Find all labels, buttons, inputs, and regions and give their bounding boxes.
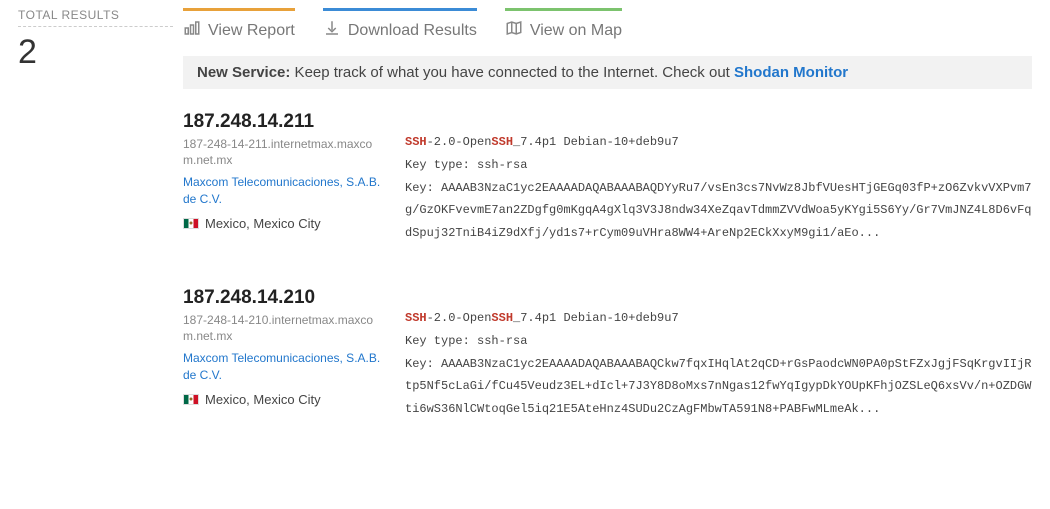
flag-icon	[183, 218, 199, 229]
service-banner: New Service: Keep track of what you have…	[183, 56, 1032, 89]
main-content: View Report Download Results View on Map…	[183, 8, 1032, 463]
result-banner-text: SSH-2.0-OpenSSH_7.4p1 Debian-10+deb9u7 K…	[405, 287, 1032, 421]
result-org: Maxcom Telecomunicaciones, S.A.B. de C.V…	[183, 350, 383, 384]
result-location: Mexico, Mexico City	[183, 392, 383, 407]
download-results-tab[interactable]: Download Results	[323, 8, 477, 42]
tab-label: Download Results	[348, 22, 477, 40]
view-report-tab[interactable]: View Report	[183, 8, 295, 42]
banner-text: Keep track of what you have connected to…	[290, 64, 734, 81]
ssh-token: SSH	[405, 135, 427, 149]
result-ip[interactable]: 187.248.14.211	[183, 111, 383, 133]
location-text: Mexico, Mexico City	[205, 392, 321, 407]
flag-icon	[183, 394, 199, 405]
ssh-token: SSH	[405, 311, 427, 325]
ssh-token: SSH	[491, 135, 513, 149]
shodan-monitor-link[interactable]: Shodan Monitor	[734, 64, 848, 81]
total-results-label: TOTAL RESULTS	[18, 8, 173, 27]
view-on-map-tab[interactable]: View on Map	[505, 8, 622, 42]
result-meta: 187.248.14.210 187-248-14-210.internetma…	[183, 287, 383, 421]
result-location: Mexico, Mexico City	[183, 216, 383, 231]
sidebar: TOTAL RESULTS 2	[18, 8, 183, 463]
search-result: 187.248.14.210 187-248-14-210.internetma…	[183, 287, 1032, 421]
search-result: 187.248.14.211 187-248-14-211.internetma…	[183, 111, 1032, 245]
org-link[interactable]: Maxcom Telecomunicaciones, S.A.B. de C.V…	[183, 175, 380, 206]
total-results-value: 2	[18, 33, 173, 72]
map-icon	[505, 19, 523, 42]
tab-label: View on Map	[530, 22, 622, 40]
result-meta: 187.248.14.211 187-248-14-211.internetma…	[183, 111, 383, 245]
download-icon	[323, 19, 341, 42]
ssh-token: SSH	[491, 311, 513, 325]
result-hostname: 187-248-14-210.internetmax.maxcom.net.mx	[183, 312, 383, 344]
result-ip[interactable]: 187.248.14.210	[183, 287, 383, 309]
result-hostname: 187-248-14-211.internetmax.maxcom.net.mx	[183, 136, 383, 168]
tab-label: View Report	[208, 22, 295, 40]
result-org: Maxcom Telecomunicaciones, S.A.B. de C.V…	[183, 174, 383, 208]
chart-icon	[183, 19, 201, 42]
banner-lead: New Service:	[197, 64, 290, 81]
location-text: Mexico, Mexico City	[205, 216, 321, 231]
key-type: ssh-rsa	[477, 158, 527, 172]
key-type: ssh-rsa	[477, 334, 527, 348]
result-banner-text: SSH-2.0-OpenSSH_7.4p1 Debian-10+deb9u7 K…	[405, 111, 1032, 245]
org-link[interactable]: Maxcom Telecomunicaciones, S.A.B. de C.V…	[183, 351, 380, 382]
action-tabs: View Report Download Results View on Map	[183, 8, 1032, 42]
